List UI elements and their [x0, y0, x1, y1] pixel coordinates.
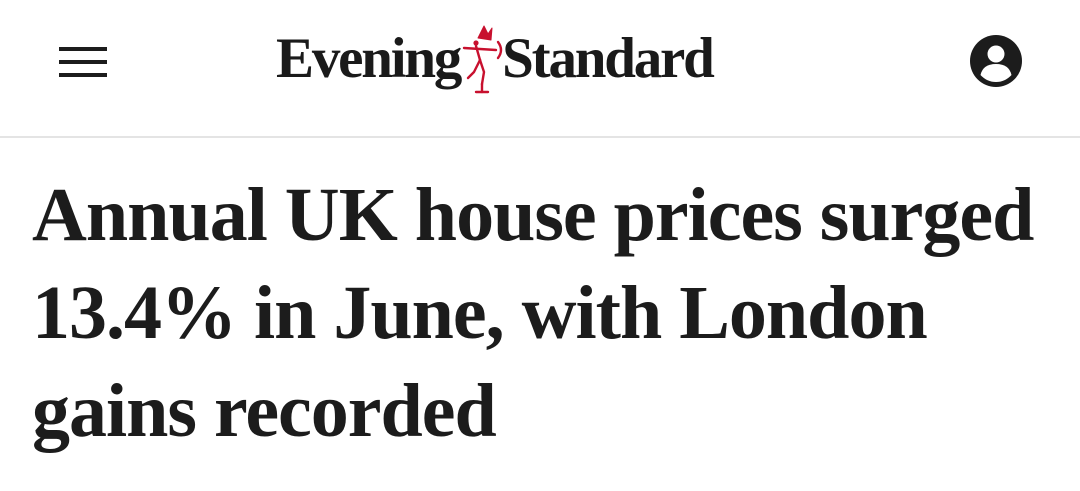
site-logo[interactable]: Evening Standard: [276, 18, 715, 98]
user-account-icon: [970, 35, 1022, 87]
menu-icon-bar-top: [59, 47, 107, 51]
menu-button[interactable]: [52, 38, 114, 86]
eros-statue-icon: [462, 25, 503, 94]
article-headline: Annual UK house prices surged 13.4% in J…: [32, 173, 1034, 453]
logo-word-evening: Evening: [276, 26, 462, 90]
logo-word-standard: Standard: [502, 26, 715, 90]
account-button[interactable]: [968, 33, 1024, 89]
site-header: Evening Standard: [0, 0, 1080, 138]
menu-icon-bar-bottom: [59, 73, 107, 77]
menu-icon-bar-middle: [59, 60, 107, 64]
